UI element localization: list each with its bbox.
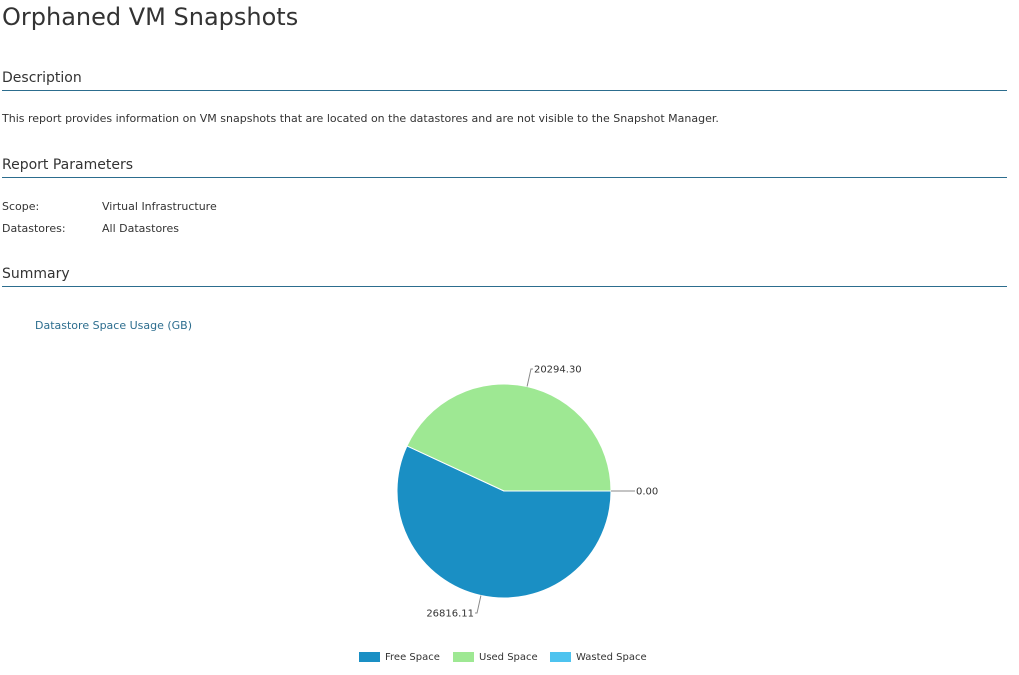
chart-legend: Free Space Used Space Wasted Space — [0, 650, 1019, 664]
scope-value: Virtual Infrastructure — [102, 200, 217, 213]
pie-slice-used-space — [406, 383, 612, 492]
wasted-space-swatch — [550, 652, 571, 662]
legend-label-used-space: Used Space — [479, 651, 538, 663]
report-parameters-heading: Report Parameters — [2, 156, 1007, 178]
legend-item-free-space: Free Space — [359, 650, 440, 664]
legend-label-wasted-space: Wasted Space — [576, 651, 647, 663]
free-space-swatch — [359, 652, 380, 662]
data-label-free-space: 26816.11 — [426, 609, 474, 620]
summary-heading: Summary — [2, 265, 1007, 287]
scope-label: Scope: — [2, 200, 40, 213]
leader-line-used-space — [526, 368, 533, 387]
legend-label-free-space: Free Space — [385, 651, 440, 663]
chart-title: Datastore Space Usage (GB) — [35, 319, 193, 332]
used-space-swatch — [453, 652, 474, 662]
leader-line-free-space — [475, 595, 482, 614]
legend-item-used-space: Used Space — [453, 650, 538, 664]
datastores-label: Datastores: — [2, 222, 66, 235]
data-label-used-space: 20294.30 — [534, 364, 582, 375]
datastores-value: All Datastores — [102, 222, 179, 235]
description-heading: Description — [2, 69, 1007, 91]
pie-slice-free-space — [396, 445, 612, 599]
description-text: This report provides information on VM s… — [2, 112, 719, 125]
data-label-wasted-space: 0.00 — [636, 487, 658, 498]
page-title: Orphaned VM Snapshots — [2, 3, 299, 31]
legend-item-wasted-space: Wasted Space — [550, 650, 647, 664]
